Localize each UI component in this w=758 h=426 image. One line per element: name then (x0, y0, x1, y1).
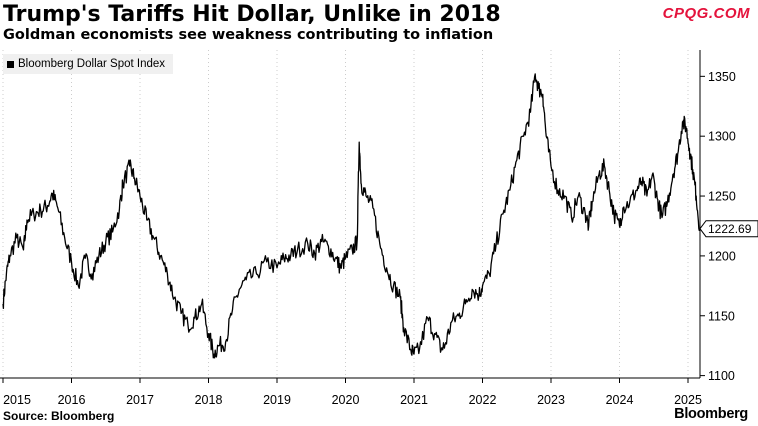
y-axis-ticks: 1100 1150 1200 1250 1300 1350 (700, 70, 736, 383)
last-value-label: 1222.69 (708, 222, 752, 236)
x-tick-label-2024: 2024 (606, 393, 634, 407)
chart-title: Trump's Tariffs Hit Dollar, Unlike in 20… (3, 2, 501, 27)
series-line-bloomberg-dollar-spot-index (2, 73, 701, 359)
x-axis-ticks: 2015 2016 2017 2018 2019 2020 2021 2022 2023 2024… (2, 378, 702, 407)
x-tick-label-2021: 2021 (400, 393, 428, 407)
chart-subtitle: Goldman economists see weakness contribu… (3, 27, 494, 43)
x-tick-label-2023: 2023 (537, 393, 565, 407)
site-watermark: CPQG.COM (662, 5, 750, 22)
x-tick-label-2015: 2015 (3, 393, 31, 407)
x-tick-label-2019: 2019 (263, 393, 291, 407)
last-value-badge-shape (699, 220, 758, 238)
legend-swatch-square (7, 60, 14, 68)
x-tick-label-2025: 2025 (674, 393, 702, 407)
y-tick-label-1150: 1150 (708, 309, 735, 323)
y-tick-label-1250: 1250 (708, 190, 736, 204)
legend-label: Bloomberg Dollar Spot Index (18, 58, 166, 70)
y-tick-label-1350: 1350 (708, 70, 736, 84)
x-tick-label-2020: 2020 (332, 393, 360, 407)
x-tick-label-2016: 2016 (58, 393, 86, 407)
source-note: Source: Bloomberg (3, 409, 115, 423)
vertical-gridlines (2, 50, 689, 378)
x-tick-label-2018: 2018 (195, 393, 223, 407)
last-value-badge: 1222.69 (699, 220, 758, 238)
x-tick-label-2017: 2017 (126, 393, 154, 407)
y-tick-label-1200: 1200 (708, 249, 736, 263)
y-tick-label-1300: 1300 (708, 130, 736, 144)
bloomberg-logo: Bloomberg (674, 406, 748, 422)
x-tick-label-2022: 2022 (469, 393, 497, 407)
y-tick-label-1100: 1100 (708, 369, 735, 383)
chart-legend: Bloomberg Dollar Spot Index (3, 54, 174, 74)
